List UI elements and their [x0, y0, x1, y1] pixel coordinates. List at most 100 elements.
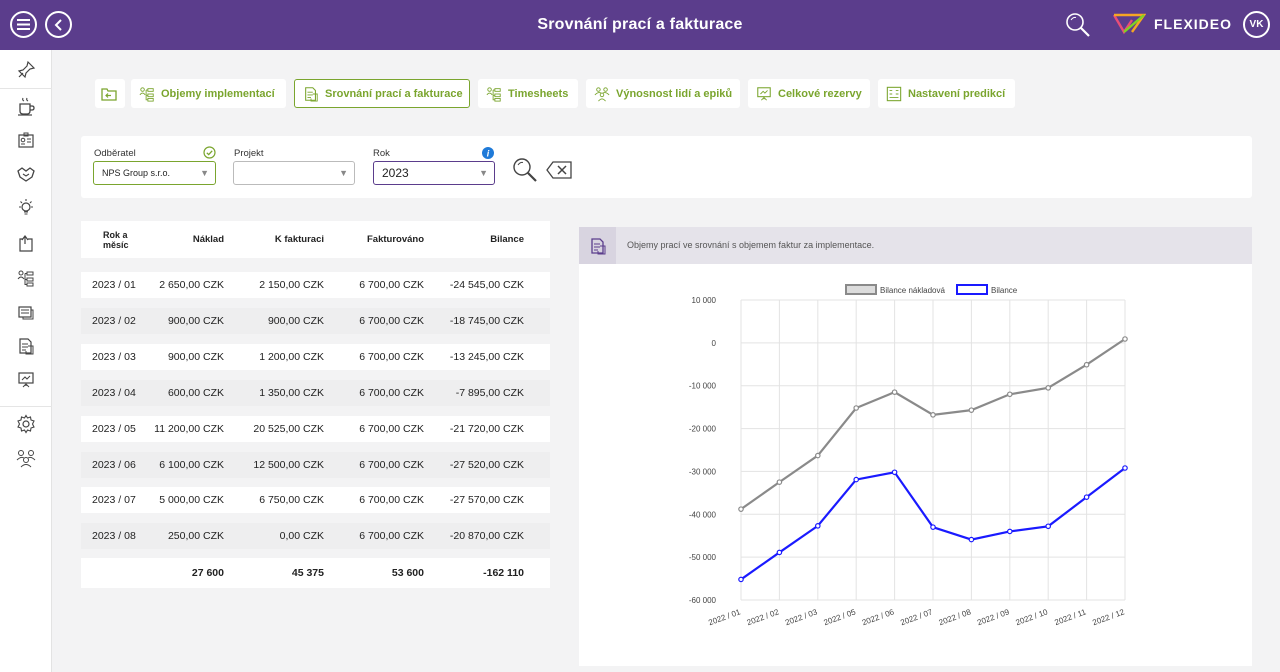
cell-to-invoice: 1 350,00 CZK [259, 387, 324, 399]
x-tick-label: 2022 / 02 [746, 607, 781, 627]
cell-month: 2023 / 04 [92, 387, 136, 399]
info-icon[interactable]: i [482, 147, 494, 159]
cell-month: 2023 / 03 [92, 351, 136, 363]
tab-celkove-rezervy[interactable]: Celkové rezervy [748, 79, 870, 108]
filter-search-button[interactable] [511, 156, 539, 184]
project-label: Projekt [234, 148, 264, 159]
cell-invoiced: 6 700,00 CZK [359, 315, 424, 327]
y-tick-label: -50 000 [689, 553, 717, 562]
tab-srovnani-praci[interactable]: Srovnání prací a fakturace [294, 79, 470, 108]
legend-label: Bilance nákladová [880, 286, 945, 295]
chart-panel: Objemy prací ve srovnání s objemem faktu… [579, 227, 1252, 666]
total-cost: 27 600 [191, 567, 224, 579]
y-tick-label: -60 000 [689, 596, 717, 605]
sidebar-item-hierarchy[interactable] [14, 266, 38, 290]
year-value: 2023 [382, 166, 409, 180]
sidebar-item-pin[interactable] [14, 58, 38, 82]
sidebar-item-export[interactable] [14, 232, 38, 256]
table-row: 2023 / 08 250,00 CZK 0,00 CZK 6 700,00 C… [81, 523, 550, 549]
project-select[interactable]: ▼ [233, 161, 355, 185]
hamburger-icon [17, 19, 30, 30]
sidebar-item-handshake[interactable] [14, 162, 38, 186]
data-point [1006, 391, 1013, 398]
pin-icon [17, 60, 36, 79]
cell-balance: -18 745,00 CZK [449, 315, 524, 327]
tab-label: Výnosnost lidí a epiků [616, 87, 733, 100]
back-button[interactable] [45, 11, 72, 38]
invoice-icon [19, 338, 34, 355]
tab-back[interactable] [95, 79, 125, 108]
tab-vynosnost[interactable]: Výnosnost lidí a epiků [586, 79, 740, 108]
customer-value: NPS Group s.r.o. [102, 168, 171, 178]
tab-label: Celkové rezervy [778, 87, 862, 100]
cell-month: 2023 / 02 [92, 315, 136, 327]
sidebar-item-presentation[interactable] [14, 368, 38, 392]
data-point [815, 523, 821, 529]
col-to-invoice-header: K fakturaci [274, 234, 324, 245]
search-icon [1066, 13, 1090, 37]
chart-caption: Objemy prací ve srovnání s objemem faktu… [627, 240, 875, 250]
sidebar [0, 50, 52, 672]
customer-select[interactable]: NPS Group s.r.o. ▼ [93, 161, 216, 185]
search-button[interactable] [1064, 11, 1092, 39]
cell-to-invoice: 20 525,00 CZK [253, 423, 324, 435]
sidebar-item-settings[interactable] [14, 412, 38, 436]
hierarchy-icon [17, 270, 34, 287]
filter-panel: Odběratel NPS Group s.r.o. ▼ Projekt ▼ R… [81, 136, 1252, 198]
x-tick-label: 2022 / 06 [861, 607, 896, 627]
sidebar-item-ideas[interactable] [14, 196, 38, 220]
sidebar-item-invoices[interactable] [14, 334, 38, 358]
cell-invoiced: 6 700,00 CZK [359, 459, 424, 471]
x-tick-label: 2022 / 10 [1014, 607, 1049, 627]
sidebar-item-cards[interactable] [14, 300, 38, 324]
cell-balance: -21 720,00 CZK [449, 423, 524, 435]
data-point [815, 452, 821, 459]
table-row: 2023 / 05 11 200,00 CZK 20 525,00 CZK 6 … [81, 416, 550, 442]
cell-month: 2023 / 01 [92, 279, 136, 291]
clear-filter-button[interactable] [546, 161, 572, 179]
chevron-down-icon: ▼ [200, 168, 209, 178]
cell-invoiced: 6 700,00 CZK [359, 423, 424, 435]
sidebar-item-badge[interactable] [14, 128, 38, 152]
hierarchy-icon [486, 86, 501, 102]
cell-month: 2023 / 08 [92, 530, 136, 542]
backspace-icon [546, 161, 572, 179]
table-row: 2023 / 03 900,00 CZK 1 200,00 CZK 6 700,… [81, 344, 550, 370]
x-tick-label: 2022 / 07 [899, 607, 934, 627]
check-circle-icon [203, 146, 216, 159]
cell-month: 2023 / 05 [92, 423, 136, 435]
flexideo-logo-icon [1112, 13, 1146, 35]
legend-swatch [956, 284, 988, 295]
col-invoiced-header: Fakturováno [366, 234, 424, 245]
invoice-icon [590, 237, 605, 254]
data-point [930, 524, 936, 530]
table-row: 2023 / 07 5 000,00 CZK 6 750,00 CZK 6 70… [81, 487, 550, 513]
data-point [1122, 336, 1128, 342]
total-invoiced: 53 600 [391, 567, 424, 579]
data-point [1045, 523, 1052, 530]
tab-objemy-implementaci[interactable]: Objemy implementací [131, 79, 286, 108]
x-tick-label: 2022 / 01 [707, 607, 742, 627]
cell-invoiced: 6 700,00 CZK [359, 530, 424, 542]
tab-timesheets[interactable]: Timesheets [478, 79, 578, 108]
chevron-down-icon: ▼ [339, 168, 348, 178]
year-select[interactable]: 2023 ▼ [373, 161, 495, 185]
sidebar-item-team[interactable] [14, 446, 38, 470]
chart-panel-header: Objemy prací ve srovnání s objemem faktu… [579, 227, 1252, 264]
cell-to-invoice: 0,00 CZK [279, 530, 324, 542]
menu-button[interactable] [10, 11, 37, 38]
user-avatar[interactable]: VK [1243, 11, 1270, 38]
cell-to-invoice: 2 150,00 CZK [259, 279, 324, 291]
cell-balance: -27 520,00 CZK [449, 459, 524, 471]
sidebar-item-coffee[interactable] [14, 94, 38, 118]
col-cost-header: Náklad [192, 234, 224, 245]
tab-nastaveni-predikci[interactable]: Nastavení predikcí [878, 79, 1015, 108]
legend-swatch [845, 284, 877, 295]
handshake-icon [17, 167, 35, 182]
x-tick-label: 2022 / 09 [976, 607, 1011, 627]
svg-text:i: i [487, 149, 490, 159]
data-point [738, 576, 744, 583]
cell-balance: -13 245,00 CZK [449, 351, 524, 363]
cell-invoiced: 6 700,00 CZK [359, 387, 424, 399]
x-tick-label: 2022 / 11 [1053, 607, 1087, 627]
